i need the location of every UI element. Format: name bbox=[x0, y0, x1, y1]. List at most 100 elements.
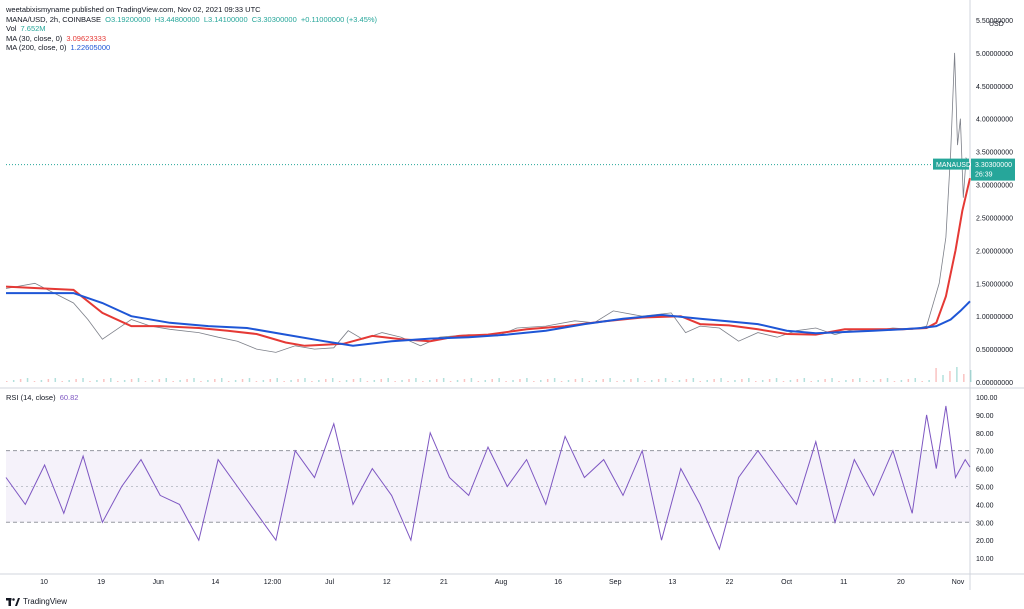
volume-bar bbox=[505, 381, 507, 382]
volume-bar bbox=[234, 380, 237, 382]
footer-brand[interactable]: TradingView bbox=[6, 597, 67, 606]
volume-bar bbox=[609, 378, 611, 382]
volume-bar bbox=[165, 378, 168, 382]
ma200-line bbox=[6, 292, 971, 347]
price-tick-label: 1.50000000 bbox=[976, 281, 1013, 288]
volume-bar bbox=[602, 379, 604, 382]
volume-bar bbox=[630, 379, 632, 382]
vol-value: 7.652M bbox=[20, 24, 46, 33]
ma30-row: MA (30, close, 0) 3.09623333 bbox=[6, 34, 377, 44]
vol-label: Vol bbox=[6, 24, 17, 33]
volume-bar bbox=[338, 381, 341, 382]
volume-bar bbox=[533, 381, 535, 382]
publish-info: weetabixismyname published on TradingVie… bbox=[6, 5, 261, 14]
volume-bar bbox=[713, 379, 715, 382]
volume-bar bbox=[657, 379, 660, 382]
rsi-line bbox=[5, 405, 971, 551]
volume-bar bbox=[720, 378, 722, 382]
volume-bar bbox=[54, 378, 57, 382]
volume-bar bbox=[172, 381, 174, 382]
volume-bar bbox=[671, 381, 674, 382]
price-tick-label: 0.50000000 bbox=[976, 347, 1013, 354]
chart-header: weetabixismyname published on TradingVie… bbox=[6, 5, 377, 53]
last-price-tag bbox=[971, 158, 1015, 181]
volume-bar bbox=[26, 378, 29, 382]
time-tick-label: 12:00 bbox=[264, 579, 282, 586]
rsi-label-text: RSI (14, close) bbox=[6, 393, 56, 402]
volume-bar bbox=[574, 379, 577, 382]
volume-bar bbox=[935, 368, 937, 382]
volume-bar bbox=[907, 379, 910, 382]
volume-bar bbox=[255, 381, 258, 382]
volume-bar bbox=[595, 380, 597, 382]
volume-bar bbox=[512, 380, 514, 382]
volume-bar bbox=[970, 370, 972, 382]
price-tick-label: 3.50000000 bbox=[976, 150, 1013, 157]
volume-bar bbox=[581, 378, 584, 382]
volume-bar bbox=[623, 380, 625, 382]
time-tick-label: Aug bbox=[495, 579, 508, 586]
volume-bar bbox=[422, 381, 424, 382]
volume-bar bbox=[214, 379, 216, 382]
volume-bar bbox=[318, 380, 320, 382]
volume-bar bbox=[179, 380, 181, 382]
volume-bar bbox=[859, 378, 861, 382]
price-tick-label: 2.00000000 bbox=[976, 248, 1013, 255]
volume-bar bbox=[442, 378, 445, 382]
volume-bar bbox=[130, 379, 133, 382]
volume-bar bbox=[567, 380, 570, 382]
volume-bar bbox=[408, 379, 410, 382]
vol-row: Vol 7.652M bbox=[6, 24, 377, 34]
volume-bar bbox=[401, 380, 403, 382]
volume-bar bbox=[789, 380, 792, 382]
time-tick-label: 11 bbox=[840, 579, 847, 586]
volume-bar bbox=[207, 380, 209, 382]
symbol-label: MANA/USD, 2h, COINBASE bbox=[6, 14, 102, 24]
rsi-tick-label: 100.00 bbox=[976, 395, 998, 402]
volume-bar bbox=[664, 378, 667, 382]
volume-bar bbox=[241, 379, 244, 382]
price-tick-label: 5.00000000 bbox=[976, 51, 1013, 58]
time-tick-label: 22 bbox=[726, 579, 734, 586]
time-tick-label: 20 bbox=[897, 579, 905, 586]
volume-bar bbox=[325, 379, 327, 382]
time-tick-label: 10 bbox=[40, 579, 48, 586]
time-tick-label: 13 bbox=[668, 579, 676, 586]
time-tick-label: Jun bbox=[153, 579, 164, 586]
ma30-line bbox=[5, 177, 971, 347]
volume-bar bbox=[276, 378, 278, 382]
volume-bar bbox=[824, 379, 826, 382]
rsi-tick-label: 30.00 bbox=[976, 520, 994, 527]
volume-bar bbox=[269, 379, 272, 382]
high-value: H3.44800000 bbox=[154, 14, 200, 24]
volume-bar bbox=[33, 381, 36, 382]
volume-bar bbox=[61, 381, 63, 382]
volume-bar bbox=[748, 378, 750, 382]
volume-bar bbox=[19, 379, 22, 382]
volume-bar bbox=[540, 380, 542, 382]
volume-bar bbox=[644, 381, 646, 382]
time-tick-label: 21 bbox=[440, 579, 448, 586]
volume-bar bbox=[768, 379, 771, 382]
volume-bar bbox=[706, 380, 708, 382]
volume-bar bbox=[449, 381, 452, 382]
rsi-value: 60.82 bbox=[59, 393, 79, 402]
volume-bar bbox=[47, 379, 50, 382]
volume-bar bbox=[470, 378, 473, 382]
time-tick-label: Nov bbox=[952, 579, 965, 586]
volume-bar bbox=[435, 379, 438, 382]
price-tick-label: 4.50000000 bbox=[976, 84, 1013, 91]
volume-bar bbox=[345, 380, 348, 382]
rsi-tick-label: 50.00 bbox=[976, 484, 994, 491]
time-tick-label: 14 bbox=[211, 579, 219, 586]
volume-bar bbox=[220, 378, 223, 382]
volume-bar bbox=[387, 378, 389, 382]
time-tick-label: 16 bbox=[554, 579, 562, 586]
volume-bar bbox=[110, 378, 112, 382]
price-tick-label: 5.50000000 bbox=[976, 18, 1013, 25]
volume-bar bbox=[484, 380, 487, 382]
volume-bar bbox=[519, 379, 521, 382]
volume-bar bbox=[297, 379, 299, 382]
ma30-value: 3.09623333 bbox=[66, 33, 106, 43]
